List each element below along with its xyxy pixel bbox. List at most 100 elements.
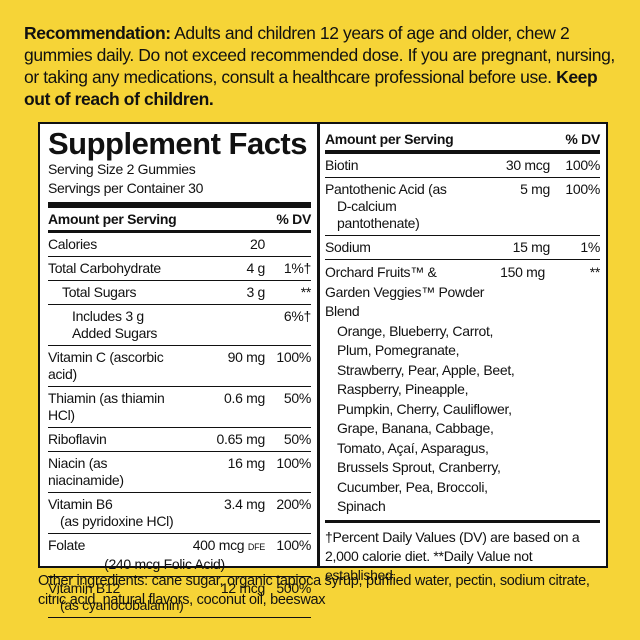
nutrient-amount: 90 mg	[185, 349, 266, 383]
nutrient-amount: 16 mg	[185, 455, 266, 489]
nutrient-row: Sodium 15 mg 1%	[325, 236, 600, 260]
nutrient-amount: 0.65 mg	[185, 431, 266, 448]
nutrient-label: Riboflavin	[48, 431, 107, 447]
row-line: Vitamin B6 (as pyridoxine HCl) 3.4 mg 200%	[48, 496, 311, 530]
amount-text: 400 mcg	[192, 537, 245, 553]
nutrient-dv	[265, 236, 311, 253]
nutrient-dv: 100%	[565, 157, 600, 173]
nutrient-amount: 3 g	[185, 284, 265, 301]
nutrient-amount: 4 g	[185, 260, 265, 277]
nutrient-name: Biotin	[325, 157, 480, 174]
nutrient-row: Calories 20	[48, 233, 311, 257]
nutrient-amount	[185, 308, 265, 342]
nutrient-name: Niacin (as niacinamide)	[48, 455, 185, 489]
blend-name: Orchard Fruits™ & Garden Veggies™ Powder…	[325, 264, 485, 319]
nutrient-name: Total Carbohydrate	[48, 260, 185, 277]
row-line: Vitamin C (ascorbic acid) 90 mg 100%	[48, 349, 311, 383]
amount-text: 3.4 mg	[224, 496, 265, 512]
blend-amount: 150 mg	[500, 264, 545, 280]
nutrient-name: Vitamin C (ascorbic acid)	[48, 349, 185, 383]
nutrient-dv: **	[300, 284, 312, 300]
row-line: Vitamin B12 (as cyanocobalamin) 12 mcg 500%	[48, 580, 311, 614]
nutrient-label: Vitamin B6	[48, 496, 113, 512]
nutrient-name: Folate	[48, 537, 185, 556]
left-rows: Calories 20 Total Carbohydrate 4 g 1%† Total …	[48, 233, 311, 618]
nutrient-amount: 400 mcg DFE	[185, 537, 266, 556]
amount-text: 15 mg	[512, 239, 551, 255]
nutrient-dv: 6%†	[283, 308, 311, 324]
nutrient-dv: 50%	[283, 431, 311, 447]
nutrient-amount: 5 mg	[480, 181, 550, 232]
rec-warning: Keep out of reach of children.	[24, 67, 598, 109]
nutrient-dv: 100%	[276, 537, 311, 553]
nutrient-dv: 500%	[276, 580, 311, 596]
nutrient-row: Folate 400 mcg DFE 100% (240 mcg Folic Acid…	[48, 534, 311, 577]
nutrient-name: Calories	[48, 236, 185, 253]
header-amount: Amount per Serving	[48, 211, 177, 227]
row-line: Niacin (as niacinamide) 16 mg 100%	[48, 455, 311, 489]
nutrient-dv: 100%	[565, 181, 600, 197]
nutrient-amount: 3.4 mg	[185, 496, 265, 530]
row-line: Riboflavin 0.65 mg 50%	[48, 431, 311, 448]
nutrient-note: (as pyridoxine HCl)	[60, 513, 174, 529]
amount-text: 20	[250, 236, 265, 252]
servings-per-container: Servings per Container 30	[48, 179, 311, 208]
nutrient-amount: 30 mcg	[480, 157, 550, 174]
nutrient-sub: (240 mcg Folic Acid)	[104, 556, 225, 572]
nutrient-dv: 1%†	[283, 260, 311, 276]
amount-text: 4 g	[246, 260, 265, 276]
blend-ingredients: Orange, Blueberry, Carrot, Plum, Pomegra…	[337, 322, 515, 515]
nutrient-dv: 200%	[276, 496, 311, 512]
nutrient-row: Biotin 30 mcg 100%	[325, 154, 600, 178]
nutrient-label: Vitamin B12	[48, 580, 120, 596]
nutrient-name: Vitamin B6 (as pyridoxine HCl)	[48, 496, 185, 530]
nutrient-amount: 12 mcg	[185, 580, 265, 614]
row-line: Biotin 30 mcg 100%	[325, 157, 600, 174]
amount-text: 12 mcg	[220, 580, 265, 596]
row-line: Calories 20	[48, 236, 311, 253]
nutrient-label: Niacin (as niacinamide)	[48, 455, 124, 488]
amount-text: 16 mg	[227, 455, 266, 471]
amount-text: 5 mg	[520, 181, 550, 197]
nutrient-amount: 15 mg	[480, 239, 551, 256]
row-line: Thiamin (as thiamin HCl) 0.6 mg 50%	[48, 390, 311, 424]
amount-text: 3 g	[246, 284, 265, 300]
table-header: Amount per Serving % DV	[48, 208, 311, 233]
rec-text: Adults and children 12 years of age and …	[24, 23, 615, 87]
nutrient-label: Pantothenic Acid (as	[325, 181, 447, 197]
amount-text: 0.65 mg	[216, 431, 266, 447]
blend: Orchard Fruits™ & Garden Veggies™ Powder…	[325, 260, 600, 523]
header-dv: % DV	[565, 131, 600, 147]
nutrient-row: Riboflavin 0.65 mg 50%	[48, 428, 311, 452]
amount-unit: DFE	[247, 542, 265, 552]
nutrient-row: Total Carbohydrate 4 g 1%†	[48, 257, 311, 281]
other-ingredients: Other ingredients: cane sugar, organic t…	[38, 573, 590, 608]
header-dv: % DV	[276, 211, 311, 227]
nutrient-row: Thiamin (as thiamin HCl) 0.6 mg 50%	[48, 387, 311, 428]
table-header: Amount per Serving % DV	[325, 128, 600, 154]
nutrient-name: Total Sugars	[48, 284, 185, 301]
blend-head: Orchard Fruits™ & Garden Veggies™ Powder…	[325, 263, 600, 322]
nutrient-name: Thiamin (as thiamin HCl)	[48, 390, 185, 424]
nutrient-row: Niacin (as niacinamide) 16 mg 100%	[48, 452, 311, 493]
nutrient-label: Biotin	[325, 157, 359, 173]
rec-label: Recommendation:	[24, 23, 171, 43]
nutrient-label: Calories	[48, 236, 97, 252]
facts-title: Supplement Facts	[48, 126, 308, 161]
nutrient-label: Thiamin (as thiamin HCl)	[48, 390, 165, 423]
nutrient-label: Vitamin C (ascorbic acid)	[48, 349, 164, 382]
amount-text: 90 mg	[227, 349, 266, 365]
nutrient-name: Sodium	[325, 239, 480, 256]
row-line: Includes 3 g Added Sugars 6%†	[48, 308, 311, 342]
left-column: Supplement Facts Serving Size 2 Gummies …	[40, 124, 320, 618]
row-line: Pantothenic Acid (as D-calcium pantothena…	[325, 181, 600, 232]
nutrient-dv: 100%	[276, 349, 311, 365]
nutrient-label: Total Sugars	[62, 284, 137, 300]
nutrient-row: Vitamin B6 (as pyridoxine HCl) 3.4 mg 200%	[48, 493, 311, 534]
nutrient-name: Vitamin B12 (as cyanocobalamin)	[48, 580, 185, 614]
nutrient-row: Pantothenic Acid (as D-calcium pantothena…	[325, 178, 600, 236]
nutrient-label: Folate	[48, 537, 86, 553]
nutrient-label: Sodium	[325, 239, 371, 255]
row-line: Sodium 15 mg 1%	[325, 239, 600, 256]
